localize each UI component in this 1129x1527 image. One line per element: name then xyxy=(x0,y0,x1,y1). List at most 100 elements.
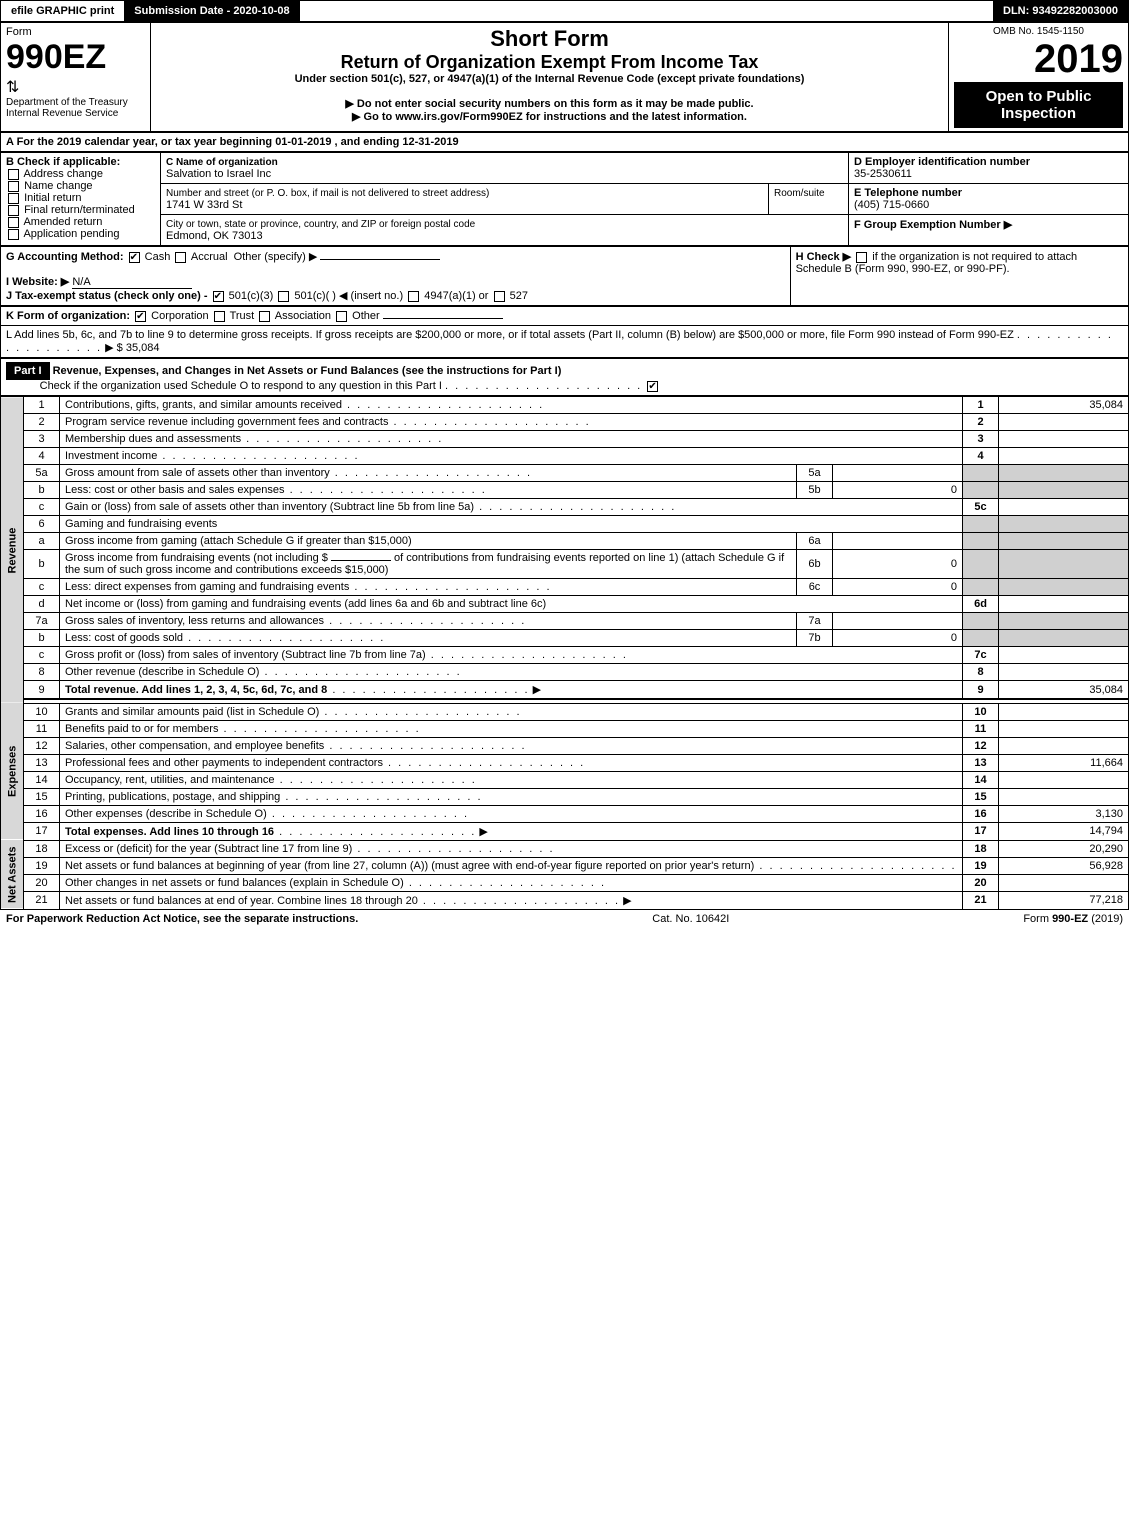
ein-value: 35-2530611 xyxy=(854,168,912,180)
line-3-num: 3 xyxy=(24,431,60,448)
line-6a-box: 6a xyxy=(797,533,833,550)
check-address-change[interactable] xyxy=(8,169,19,180)
opt-other-org: Other xyxy=(352,310,380,322)
line-3-ref: 3 xyxy=(977,433,983,445)
opt-cash: Cash xyxy=(145,251,171,263)
check-501c3[interactable] xyxy=(213,291,224,302)
opt-501c: 501(c)( ) ◀ (insert no.) xyxy=(294,290,403,302)
line-6a-val xyxy=(833,533,963,550)
line-12-amount xyxy=(999,737,1129,754)
opt-corp: Corporation xyxy=(151,310,208,322)
line-5b-box: 5b xyxy=(797,482,833,499)
check-527[interactable] xyxy=(494,291,505,302)
check-final-return[interactable] xyxy=(8,205,19,216)
line-2-text: Program service revenue including govern… xyxy=(65,416,388,428)
check-initial-return[interactable] xyxy=(8,193,19,204)
line-21-amount: 77,218 xyxy=(999,891,1129,909)
dept-label: Department of the Treasury xyxy=(6,97,145,108)
line-19-text: Net assets or fund balances at beginning… xyxy=(65,860,754,872)
line-11-ref: 11 xyxy=(975,723,987,735)
box-e-label: E Telephone number xyxy=(854,187,962,199)
line-18-num: 18 xyxy=(24,840,60,857)
line-9-num: 9 xyxy=(24,681,60,700)
line-21-text: Net assets or fund balances at end of ye… xyxy=(65,895,418,907)
line-19-amount: 56,928 xyxy=(999,857,1129,874)
line-6-num: 6 xyxy=(24,516,60,533)
line-11-amount xyxy=(999,720,1129,737)
line-1-text: Contributions, gifts, grants, and simila… xyxy=(65,399,342,411)
check-sched-b[interactable] xyxy=(856,252,867,263)
period-row: A For the 2019 calendar year, or tax yea… xyxy=(0,132,1129,152)
line-6d-text: Net income or (loss) from gaming and fun… xyxy=(65,598,546,610)
line-18-text: Excess or (deficit) for the year (Subtra… xyxy=(65,843,352,855)
opt-4947: 4947(a)(1) or xyxy=(424,290,488,302)
k-l-block: K Form of organization: Corporation Trus… xyxy=(0,306,1129,358)
line-6d-amount xyxy=(999,596,1129,613)
check-name-change[interactable] xyxy=(8,181,19,192)
g-h-block: G Accounting Method: Cash Accrual Other … xyxy=(0,246,1129,306)
line-15-amount xyxy=(999,788,1129,805)
line-6c-num: c xyxy=(24,579,60,596)
line-16-amount: 3,130 xyxy=(999,805,1129,822)
line-12-text: Salaries, other compensation, and employ… xyxy=(65,740,324,752)
opt-501c3: 501(c)(3) xyxy=(229,290,274,302)
line-14-text: Occupancy, rent, utilities, and maintena… xyxy=(65,774,275,786)
line-5b-num: b xyxy=(24,482,60,499)
check-cash[interactable] xyxy=(129,252,140,263)
opt-name-change: Name change xyxy=(24,180,93,192)
line-14-num: 14 xyxy=(24,771,60,788)
efile-print-button[interactable]: efile GRAPHIC print xyxy=(1,1,124,21)
info-block: B Check if applicable: Address change Na… xyxy=(0,152,1129,246)
line-17-ref: 17 xyxy=(974,825,986,837)
top-toolbar: efile GRAPHIC print Submission Date - 20… xyxy=(0,0,1129,22)
line-12-ref: 12 xyxy=(974,740,986,752)
line-5a-val xyxy=(833,465,963,482)
opt-address-change: Address change xyxy=(23,168,103,180)
check-501c[interactable] xyxy=(278,291,289,302)
revenue-section-label: Revenue xyxy=(1,397,24,704)
line-21-ref: 21 xyxy=(974,894,986,906)
subtitle: Under section 501(c), 527, or 4947(a)(1)… xyxy=(156,73,943,85)
check-4947[interactable] xyxy=(408,291,419,302)
part1-title: Revenue, Expenses, and Changes in Net As… xyxy=(53,365,562,377)
line-5c-amount xyxy=(999,499,1129,516)
check-pending[interactable] xyxy=(8,229,19,240)
line-1-num: 1 xyxy=(24,397,60,414)
check-accrual[interactable] xyxy=(175,252,186,263)
check-amended[interactable] xyxy=(8,217,19,228)
line-3-amount xyxy=(999,431,1129,448)
line-5a-num: 5a xyxy=(24,465,60,482)
line-5c-ref: 5c xyxy=(974,501,986,513)
line-17-text: Total expenses. Add lines 10 through 16 xyxy=(65,826,274,838)
line-14-ref: 14 xyxy=(974,774,986,786)
check-corp[interactable] xyxy=(135,311,146,322)
box-c-name-label: C Name of organization xyxy=(166,157,278,168)
line-20-text: Other changes in net assets or fund bala… xyxy=(65,877,404,889)
line-7c-text: Gross profit or (loss) from sales of inv… xyxy=(65,649,426,661)
line-19-ref: 19 xyxy=(974,860,986,872)
line-20-ref: 20 xyxy=(974,877,986,889)
box-f-label: F Group Exemption Number ▶ xyxy=(854,219,1012,231)
opt-accrual: Accrual xyxy=(191,251,228,263)
line-6c-text: Less: direct expenses from gaming and fu… xyxy=(65,581,349,593)
line-18-amount: 20,290 xyxy=(999,840,1129,857)
netassets-section-label: Net Assets xyxy=(1,840,24,909)
check-schedule-o[interactable] xyxy=(647,381,658,392)
check-other-org[interactable] xyxy=(336,311,347,322)
check-trust[interactable] xyxy=(214,311,225,322)
opt-527: 527 xyxy=(510,290,528,302)
note-goto: ▶ Go to www.irs.gov/Form990EZ for instru… xyxy=(156,110,943,123)
city-label: City or town, state or province, country… xyxy=(166,219,475,230)
line-7a-text: Gross sales of inventory, less returns a… xyxy=(65,615,324,627)
line-7c-amount xyxy=(999,647,1129,664)
line-7c-num: c xyxy=(24,647,60,664)
line-2-ref: 2 xyxy=(977,416,983,428)
line-13-amount: 11,664 xyxy=(999,754,1129,771)
line-5a-box: 5a xyxy=(797,465,833,482)
submission-date-button[interactable]: Submission Date - 2020-10-08 xyxy=(124,1,299,21)
line-13-num: 13 xyxy=(24,754,60,771)
part1-label: Part I xyxy=(6,362,50,380)
line-4-amount xyxy=(999,448,1129,465)
check-assoc[interactable] xyxy=(259,311,270,322)
opt-initial-return: Initial return xyxy=(24,192,81,204)
